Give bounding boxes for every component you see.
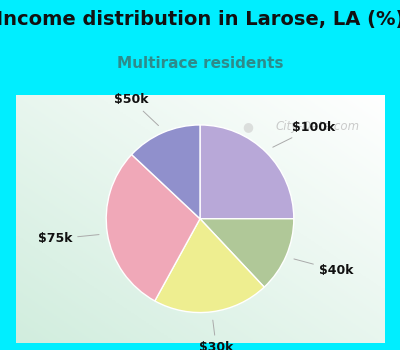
Text: Income distribution in Larose, LA (%): Income distribution in Larose, LA (%) xyxy=(0,10,400,29)
Wedge shape xyxy=(132,125,200,219)
Text: $75k: $75k xyxy=(38,232,99,245)
Wedge shape xyxy=(200,125,294,219)
Text: $100k: $100k xyxy=(273,121,335,147)
Text: City-Data.com: City-Data.com xyxy=(276,120,360,133)
Text: ●: ● xyxy=(242,120,253,133)
Wedge shape xyxy=(200,219,294,287)
Wedge shape xyxy=(155,219,264,313)
Text: $40k: $40k xyxy=(294,259,353,276)
Wedge shape xyxy=(106,155,200,301)
Text: $30k: $30k xyxy=(199,320,234,350)
Text: Multirace residents: Multirace residents xyxy=(117,56,283,71)
Text: $50k: $50k xyxy=(114,93,158,126)
